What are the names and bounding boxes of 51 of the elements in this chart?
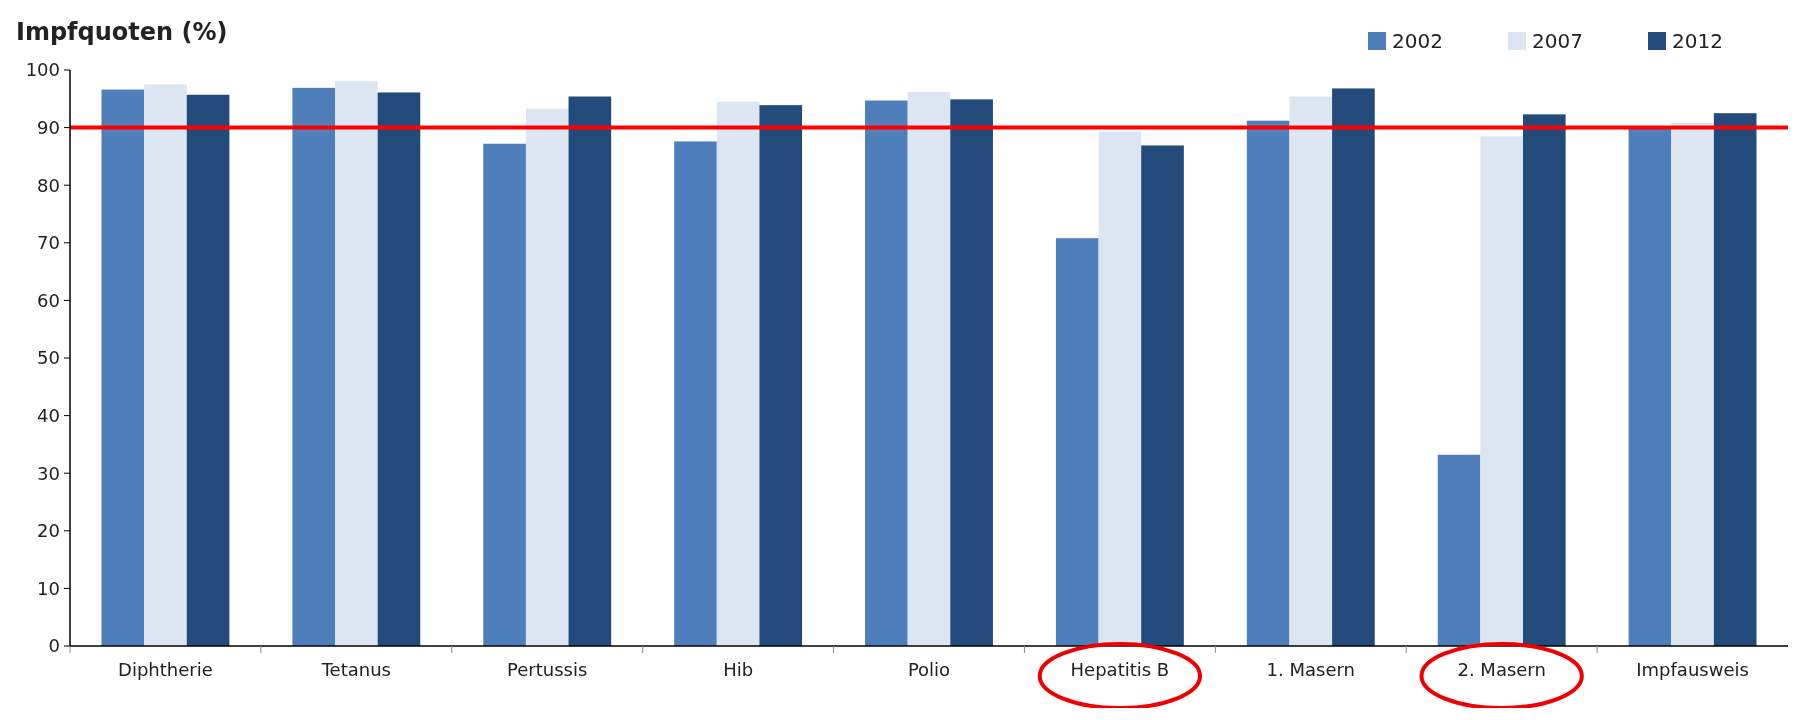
bar [865,100,908,646]
y-tick-label: 100 [25,59,60,81]
y-tick-label: 80 [37,174,60,196]
bar [1628,128,1672,646]
x-tick-label: Hib [723,659,754,680]
bar [674,141,717,646]
bar [292,87,336,646]
bar [1141,145,1184,646]
y-axis-title: Impfquoten (%) [16,18,228,46]
y-tick-label: 60 [37,289,60,311]
x-tick-label: 1. Masern [1266,659,1355,680]
y-tick-label: 0 [48,635,60,657]
bar [1437,454,1481,646]
x-tick-label: Impfausweis [1636,659,1749,680]
y-tick-label: 90 [37,116,60,138]
legend-label: 2012 [1672,29,1723,53]
bar [1480,136,1523,646]
bar [335,80,378,646]
bar [101,89,145,646]
bar [950,99,993,646]
bar [568,96,612,646]
bar [1522,114,1566,646]
legend-label: 2007 [1532,29,1583,53]
x-tick-label: Diphtherie [118,659,213,680]
bar [716,101,760,646]
x-tick-label: Tetanus [320,659,391,680]
x-tick-label: Polio [907,659,951,680]
bar [377,92,421,646]
y-tick-label: 30 [37,462,60,484]
y-tick-label: 50 [37,347,60,369]
bar [1713,113,1757,646]
bar [1246,120,1290,646]
y-tick-label: 10 [37,577,60,599]
bar [1098,131,1142,646]
bar [525,108,569,646]
bar [907,91,951,646]
x-tick-label: 2. Masern [1457,659,1546,680]
y-tick-label: 70 [37,232,60,254]
legend-label: 2002 [1392,29,1443,53]
bar [483,143,526,646]
y-tick-label: 20 [37,520,60,542]
x-tick-label: Pertussis [507,659,588,680]
bar [186,94,230,646]
x-tick-label: Hepatitis B [1070,659,1170,680]
bar [1671,122,1714,646]
y-tick-label: 40 [37,404,60,426]
bar [1332,88,1375,646]
bar [1289,96,1333,646]
bar [759,105,803,646]
bar [1055,238,1099,646]
bar [144,84,187,646]
